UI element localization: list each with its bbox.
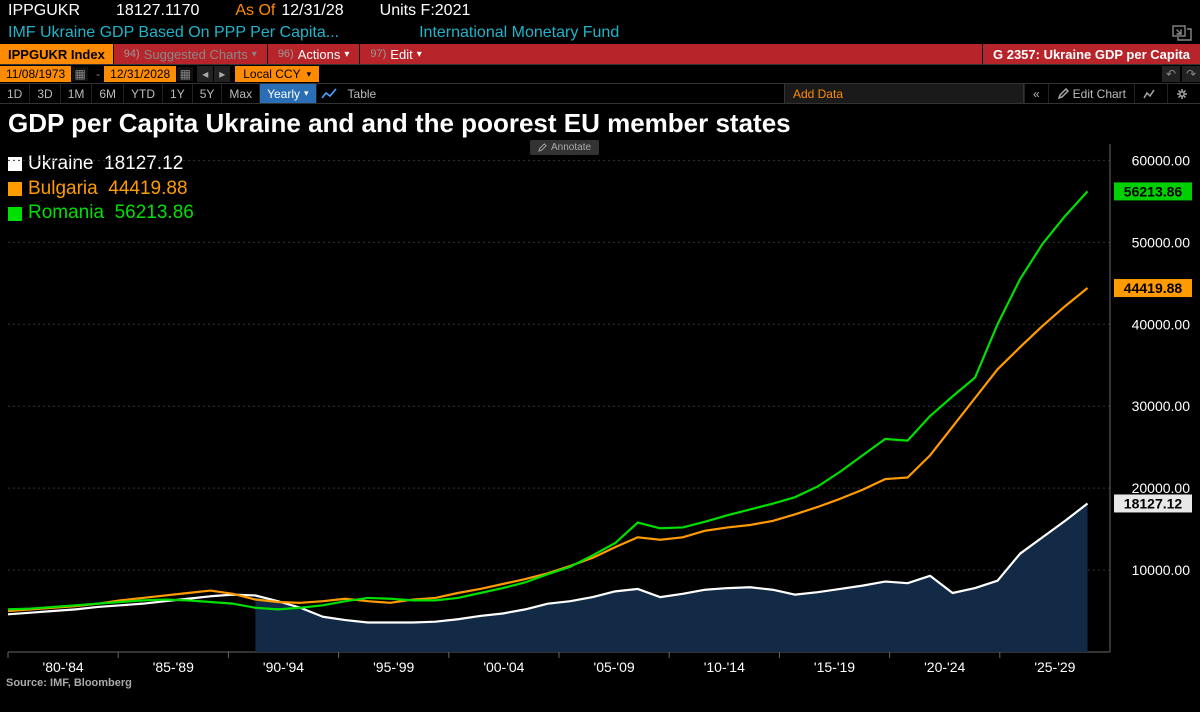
ticker-value: 18127.1170 xyxy=(116,2,199,20)
svg-text:44419.88: 44419.88 xyxy=(1124,280,1183,296)
chart-footer: Source: IMF, Bloomberg xyxy=(0,674,1200,692)
header-row: IPPGUKR 18127.1170 As Of 12/31/28 Units … xyxy=(0,0,1200,22)
undo-icon[interactable]: ↶ xyxy=(1162,66,1180,82)
svg-text:60000.00: 60000.00 xyxy=(1132,152,1191,168)
asof-value: 12/31/28 xyxy=(281,2,343,20)
date-prev-button[interactable]: ◂ xyxy=(197,66,213,82)
add-data-input[interactable]: Add Data xyxy=(784,84,1024,103)
svg-text:56213.86: 56213.86 xyxy=(1124,183,1183,199)
currency-dropdown[interactable]: Local CCY xyxy=(235,66,319,82)
svg-text:30000.00: 30000.00 xyxy=(1132,398,1191,414)
collapse-icon[interactable]: « xyxy=(1024,84,1048,103)
series-description: IMF Ukraine GDP Based On PPP Per Capita.… xyxy=(8,24,339,42)
svg-text:'85-'89: '85-'89 xyxy=(153,659,194,675)
svg-text:'20-'24: '20-'24 xyxy=(924,659,965,675)
range-3d-button[interactable]: 3D xyxy=(30,84,60,103)
ticker: IPPGUKR xyxy=(8,2,80,20)
svg-text:10000.00: 10000.00 xyxy=(1132,562,1191,578)
svg-text:'90-'94: '90-'94 xyxy=(263,659,304,675)
svg-text:'25-'29: '25-'29 xyxy=(1034,659,1075,675)
svg-text:'80-'84: '80-'84 xyxy=(43,659,84,675)
calendar-to-icon[interactable]: ▦ xyxy=(177,67,193,81)
range-ytd-button[interactable]: YTD xyxy=(124,84,163,103)
suggested-charts-button[interactable]: 94) Suggested Charts ▾ xyxy=(113,44,267,64)
redo-icon[interactable]: ↷ xyxy=(1182,66,1200,82)
chart-plot[interactable]: 10000.00 20000.00 30000.00 40000.00 50000.00… xyxy=(0,104,1200,692)
range-6m-button[interactable]: 6M xyxy=(92,84,124,103)
date-control-bar: 11/08/1973 ▦ - 12/31/2028 ▦ ◂ ▸ Local CC… xyxy=(0,64,1200,84)
svg-text:'05-'09: '05-'09 xyxy=(594,659,635,675)
actions-button[interactable]: 96) Actions xyxy=(267,44,360,64)
function-bar: IPPGUKR Index 94) Suggested Charts ▾ 96)… xyxy=(0,44,1200,64)
settings-icon[interactable] xyxy=(1167,84,1200,103)
chart-area: GDP per Capita Ukraine and and the poore… xyxy=(0,104,1200,692)
chart-title-chip: G 2357: Ukraine GDP per Capita xyxy=(982,44,1200,64)
range-max-button[interactable]: Max xyxy=(222,84,260,103)
chart-options-icon[interactable] xyxy=(1134,84,1167,103)
range-5y-button[interactable]: 5Y xyxy=(193,84,223,103)
range-1d-button[interactable]: 1D xyxy=(0,84,30,103)
date-next-button[interactable]: ▸ xyxy=(214,66,230,82)
svg-text:20000.00: 20000.00 xyxy=(1132,480,1191,496)
edit-button[interactable]: 97) Edit xyxy=(359,44,431,64)
edit-chart-button[interactable]: Edit Chart xyxy=(1048,84,1134,103)
svg-text:50000.00: 50000.00 xyxy=(1132,234,1191,250)
chart-type-icon[interactable] xyxy=(317,88,341,100)
svg-text:'15-'19: '15-'19 xyxy=(814,659,855,675)
subheader-row: IMF Ukraine GDP Based On PPP Per Capita.… xyxy=(0,22,1200,44)
expand-icon[interactable] xyxy=(1172,25,1192,41)
calendar-from-icon[interactable]: ▦ xyxy=(72,67,88,81)
svg-text:40000.00: 40000.00 xyxy=(1132,316,1191,332)
range-control-bar: 1D3D1M6MYTD1Y5YMax Yearly Table Add Data… xyxy=(0,84,1200,104)
date-from-input[interactable]: 11/08/1973 xyxy=(0,66,71,82)
range-1y-button[interactable]: 1Y xyxy=(163,84,193,103)
units: Units F:2021 xyxy=(380,2,471,20)
index-chip[interactable]: IPPGUKR Index xyxy=(0,44,113,64)
range-1m-button[interactable]: 1M xyxy=(61,84,93,103)
range-yearly-button[interactable]: Yearly xyxy=(260,84,316,103)
svg-text:'00-'04: '00-'04 xyxy=(483,659,524,675)
table-button[interactable]: Table xyxy=(341,84,384,103)
svg-text:18127.12: 18127.12 xyxy=(1124,495,1183,511)
series-source: International Monetary Fund xyxy=(419,24,619,42)
svg-text:'95-'99: '95-'99 xyxy=(373,659,414,675)
date-to-input[interactable]: 12/31/2028 xyxy=(104,66,176,82)
svg-text:'10-'14: '10-'14 xyxy=(704,659,745,675)
asof-label: As Of xyxy=(235,2,275,20)
